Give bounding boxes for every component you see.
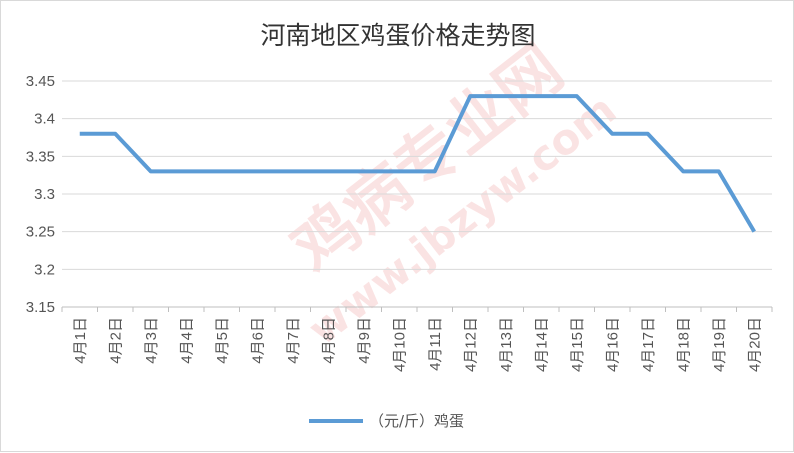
x-tick-label: 4月5日 [214,317,231,364]
series-layer [79,94,756,233]
x-tick-label: 4月4日 [178,317,195,364]
y-tick-label: 3.4 [34,111,55,128]
gridlines [61,80,773,312]
x-tick-label: 4月8日 [320,317,337,364]
x-tick-label: 4月7日 [285,317,302,364]
x-tick-label: 4月20日 [746,317,763,372]
legend-label: （元/斤）鸡蛋 [369,412,464,430]
y-axis-ticks: 3.15 3.2 3.25 3.3 3.35 3.4 3.45 [26,73,55,316]
y-tick-label: 3.3 [34,186,55,203]
legend: （元/斤）鸡蛋 [309,412,464,430]
x-tick-label: 4月17日 [640,317,657,372]
y-tick-label: 3.35 [26,148,55,165]
chart-title: 河南地区鸡蛋价格走势图 [260,21,535,50]
x-tick-label: 4月12日 [462,317,479,372]
x-tick-label: 4月14日 [533,317,550,372]
watermark: 鸡病专业网 www.jbzyw.com [279,32,625,355]
x-tick-label: 4月3日 [143,317,160,364]
x-tick-label: 4月2日 [107,317,124,364]
x-tick-label: 4月18日 [675,317,692,372]
y-tick-label: 3.2 [34,261,55,278]
x-tick-label: 4月19日 [711,317,728,372]
x-tick-label: 4月11日 [427,317,444,371]
y-tick-label: 3.45 [26,73,55,90]
x-tick-label: 4月9日 [356,317,373,364]
y-tick-label: 3.25 [26,224,55,241]
x-tick-label: 4月10日 [391,317,408,372]
y-tick-label: 3.15 [26,299,55,316]
x-tick-label: 4月16日 [604,317,621,372]
x-tick-label: 4月1日 [72,317,89,364]
x-tick-label: 4月6日 [249,317,266,364]
x-axis-ticks: 4月1日 4月2日 4月3日 4月4日 4月5日 4月6日 4月7日 4月8日 4月9日 4月10… [72,317,764,372]
x-tick-label: 4月15日 [569,317,586,372]
x-tick-label: 4月13日 [498,317,515,372]
series-line-egg-price [79,94,756,233]
